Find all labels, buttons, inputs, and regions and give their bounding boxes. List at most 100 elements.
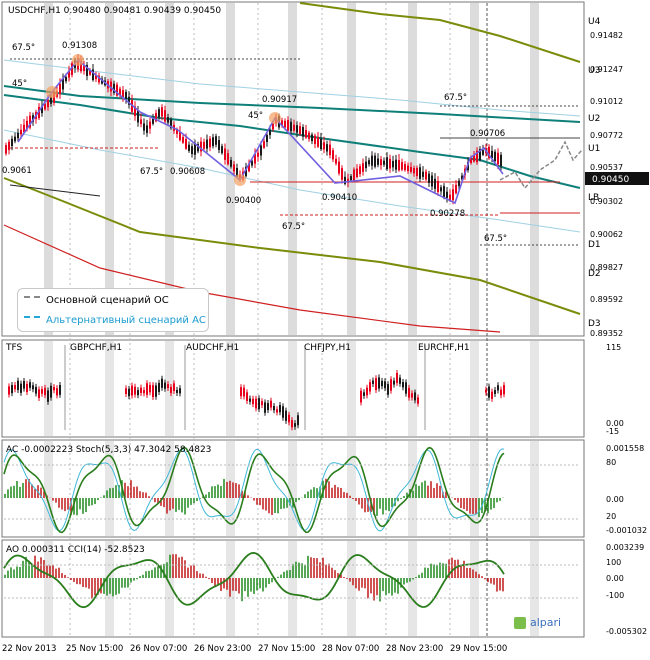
tfs-candle-body bbox=[252, 398, 254, 405]
price-candle-body bbox=[302, 127, 304, 137]
tfs-candle-body bbox=[164, 382, 166, 389]
tfs-candle-body bbox=[167, 384, 169, 389]
annotation: 67.5° bbox=[484, 234, 507, 244]
tfs-candle-body bbox=[240, 387, 242, 397]
price-candle-body bbox=[341, 168, 343, 180]
legend-base-row: Основной сценарий ОС bbox=[24, 292, 208, 309]
tfs-candle-body bbox=[14, 385, 16, 390]
tfs-candle-body bbox=[17, 380, 19, 391]
price-candle-body bbox=[287, 120, 289, 131]
tfs-candle-body bbox=[494, 390, 496, 395]
price-candle-body bbox=[14, 136, 16, 142]
wave-overlay bbox=[17, 54, 504, 205]
pivot-marker bbox=[46, 86, 58, 98]
logo-text: alpari bbox=[530, 616, 562, 629]
tfs-candle-body bbox=[176, 389, 178, 393]
price-candle-body bbox=[185, 138, 187, 149]
ac-axis: 0.001558 80 0.00 20 -0.001032 bbox=[606, 444, 647, 535]
tfs-candles bbox=[8, 345, 505, 431]
price-candle-body bbox=[281, 120, 283, 126]
tfs-candle-body bbox=[146, 383, 148, 395]
price-candle-body bbox=[119, 88, 121, 96]
tfs-candle-body bbox=[8, 386, 10, 395]
annotation: 0.90608 bbox=[170, 167, 205, 177]
tfs-label: TFS bbox=[5, 343, 23, 353]
price-candle-body bbox=[26, 120, 28, 130]
tfs-candle-body bbox=[270, 400, 272, 408]
tfs-axis-tick: -15 bbox=[606, 427, 619, 436]
annotation: 0.90400 bbox=[226, 196, 261, 206]
price-candle-body bbox=[452, 189, 454, 201]
tfs-candle-body bbox=[131, 385, 133, 396]
price-candle-body bbox=[434, 178, 436, 189]
tfs-candle-body bbox=[297, 415, 299, 426]
price-candle-body bbox=[356, 168, 358, 178]
price-candle-body bbox=[407, 165, 409, 171]
price-candle-body bbox=[494, 151, 496, 162]
annotation: 0.90410 bbox=[322, 193, 357, 203]
price-candle-body bbox=[179, 131, 181, 141]
price-candle-body bbox=[335, 158, 337, 164]
price-candle-body bbox=[431, 175, 433, 187]
tfs-candle-body bbox=[399, 377, 401, 384]
dashed-gray-swatch-icon bbox=[24, 296, 40, 305]
tfs-candle-body bbox=[179, 388, 181, 394]
session-band bbox=[44, 3, 53, 335]
tfs-candle-body bbox=[384, 381, 386, 389]
price-candle-body bbox=[167, 117, 169, 123]
price-candle-body bbox=[68, 70, 70, 78]
price-candle-body bbox=[299, 126, 301, 135]
price-candle-body bbox=[308, 132, 310, 139]
tfs-candle-body bbox=[485, 389, 487, 393]
tfs-candle-body bbox=[29, 382, 31, 388]
light-blue-envelope bbox=[3, 129, 581, 233]
session-band bbox=[408, 541, 417, 636]
tfs-candle-body bbox=[497, 385, 499, 391]
price-tick: 0.89592 bbox=[590, 295, 623, 304]
price-candle-body bbox=[50, 97, 52, 104]
price-candle-body bbox=[401, 162, 403, 170]
price-candle-body bbox=[146, 125, 148, 133]
tfs-candle-body bbox=[59, 384, 61, 395]
price-candle-body bbox=[350, 176, 352, 181]
tfs-candle-body bbox=[23, 381, 25, 389]
price-candle-body bbox=[365, 161, 367, 169]
session-band bbox=[347, 541, 356, 636]
price-candle-body bbox=[290, 121, 292, 132]
session-band bbox=[530, 3, 539, 335]
price-candle-body bbox=[446, 191, 448, 198]
pivot-marker bbox=[269, 112, 281, 124]
ac-histogram bbox=[4, 478, 504, 518]
tfs-candle-body bbox=[140, 387, 142, 393]
tfs-candle-body bbox=[258, 398, 260, 410]
cci-line bbox=[3, 552, 505, 609]
price-candle-body bbox=[128, 96, 130, 105]
price-candle-body bbox=[110, 81, 112, 92]
tfs-axis-tick: 115 bbox=[606, 343, 621, 352]
tfs-candle-body bbox=[152, 385, 154, 398]
price-candle-body bbox=[374, 155, 376, 167]
price-candle-body bbox=[80, 60, 82, 72]
broker-logo: alpari bbox=[514, 616, 561, 629]
price-candle-body bbox=[329, 144, 331, 156]
tfs-candle-body bbox=[372, 380, 374, 384]
level-d2: D2 bbox=[588, 269, 601, 279]
tfs-candle-body bbox=[381, 380, 383, 387]
price-tick: 0.91247 bbox=[590, 65, 623, 74]
annotation: 0.9061 bbox=[2, 166, 32, 176]
price-candle-body bbox=[8, 141, 10, 150]
legend-alt-label: Альтернативный сценарий АС bbox=[46, 315, 206, 326]
price-candle-body bbox=[245, 166, 247, 177]
ao-histogram bbox=[4, 554, 504, 602]
price-candle-body bbox=[383, 160, 385, 165]
annotation: 67.5° bbox=[140, 167, 163, 177]
tfs-candle-body bbox=[267, 403, 269, 411]
session-band bbox=[165, 341, 174, 436]
price-candle-body bbox=[191, 146, 193, 155]
price-candle-body bbox=[389, 158, 391, 169]
price-candle-body bbox=[497, 152, 499, 165]
tfs-candle-body bbox=[155, 385, 157, 397]
tfs-candle-body bbox=[11, 384, 13, 394]
scenario-legend: Основной сценарий ОС Альтернативный сцен… bbox=[17, 288, 209, 332]
